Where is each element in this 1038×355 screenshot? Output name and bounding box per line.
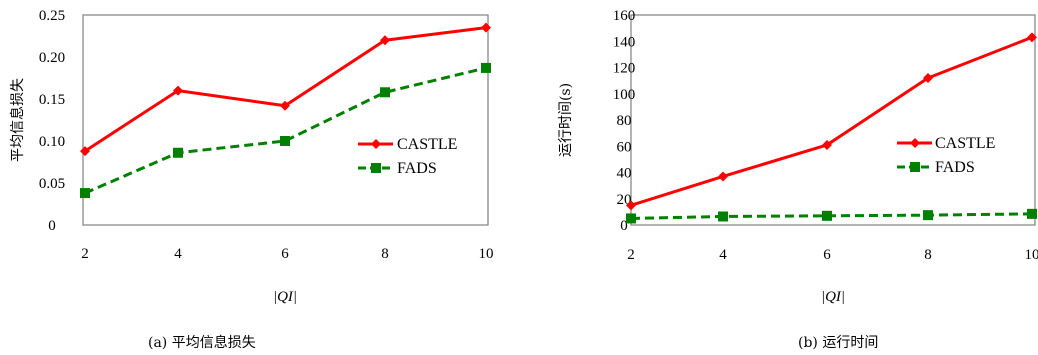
chart-b-y-tick-label: 120 xyxy=(613,61,636,77)
chart-b-x-tick-labels: 2 4 6 8 10 xyxy=(627,247,1038,263)
chart-b-y-tick-label: 160 xyxy=(613,8,636,24)
chart-a-x-tick-label: 2 xyxy=(81,246,89,262)
chart-a-castle-line xyxy=(84,26,487,153)
chart-a: 0 0.05 0.10 0.15 0.20 0.25 2 4 6 8 10 平均信息损失 |QI|… xyxy=(9,8,494,351)
chart-a-fads-point xyxy=(173,147,183,158)
chart-a-castle-point xyxy=(481,22,491,33)
chart-a-x-tick-label: 4 xyxy=(174,246,182,262)
chart-b-castle-point xyxy=(718,171,728,182)
chart-a-x-tick-label: 6 xyxy=(281,246,289,262)
chart-b-x-axis-label: |QI| xyxy=(821,289,845,305)
chart-b-series xyxy=(626,32,1037,224)
chart-b-legend: CASTLE FADS xyxy=(897,135,995,176)
chart-a-y-tick-label: 0.05 xyxy=(39,176,65,192)
chart-a-legend-castle-label: CASTLE xyxy=(397,136,457,153)
chart-b-castle-point xyxy=(923,73,933,83)
chart-b-x-tick-label: 10 xyxy=(1025,247,1038,263)
chart-b-y-tick-label: 140 xyxy=(613,34,636,50)
chart-b-y-tick-label: 60 xyxy=(617,139,632,155)
chart-a-y-tick-labels: 0 0.05 0.10 0.15 0.20 0.25 xyxy=(39,8,65,234)
chart-b-y-tick-label: 80 xyxy=(617,113,632,129)
chart-b-fads-point xyxy=(626,213,636,224)
chart-a-legend-castle-marker xyxy=(371,139,381,149)
chart-a-series xyxy=(80,22,491,199)
chart-a-castle-point xyxy=(280,100,290,111)
chart-a-x-tick-label: 10 xyxy=(479,246,494,262)
chart-b-x-tick-label: 6 xyxy=(823,247,831,263)
chart-a-y-axis-label: 平均信息损失 xyxy=(9,78,26,162)
chart-b-castle-point xyxy=(822,139,832,150)
chart-b-x-tick-label: 2 xyxy=(627,247,635,263)
chart-b-fads-point xyxy=(1027,208,1037,219)
chart-b-castle-point xyxy=(1027,32,1037,43)
chart-b-y-tick-label: 40 xyxy=(617,166,632,182)
chart-a-y-tick-label: 0.15 xyxy=(39,92,65,108)
chart-b-legend-castle-marker xyxy=(910,138,920,148)
chart-b-y-tick-label: 0 xyxy=(620,218,628,234)
chart-a-fads-point xyxy=(380,87,390,98)
chart-b-fads-point xyxy=(718,211,728,222)
chart-a-legend: CASTLE FADS xyxy=(358,136,457,177)
chart-b-castle-point xyxy=(626,200,636,211)
chart-a-legend-fads-label: FADS xyxy=(397,160,437,177)
chart-b-castle-line xyxy=(630,35,1033,207)
chart-a-fads-point xyxy=(280,136,290,146)
chart-b-caption: (b) 运行时间 xyxy=(798,335,878,351)
chart-a-y-tick-label: 0 xyxy=(48,218,56,234)
chart-b-plot-frame xyxy=(630,14,1036,226)
chart-a-fads-point xyxy=(80,188,90,199)
chart-a-fads-point xyxy=(481,62,491,73)
chart-a-y-tick-label: 0.20 xyxy=(39,50,65,66)
chart-b-fads-point xyxy=(822,210,832,221)
chart-b-legend-fads-label: FADS xyxy=(935,159,975,176)
chart-a-x-axis-label: |QI| xyxy=(273,289,297,305)
chart-a-x-tick-labels: 2 4 6 8 10 xyxy=(81,246,493,262)
chart-a-plot-frame xyxy=(82,14,489,226)
chart-a-castle-point xyxy=(80,146,90,157)
chart-b-y-tick-label: 100 xyxy=(613,87,636,103)
chart-b-legend-castle-label: CASTLE xyxy=(935,135,995,152)
chart-a-legend-fads-marker xyxy=(371,163,381,173)
chart-b-x-tick-label: 8 xyxy=(924,247,932,263)
chart-a-caption: (a) 平均信息损失 xyxy=(148,334,256,351)
chart-b-x-tick-label: 4 xyxy=(719,247,727,263)
chart-b-y-axis-label: 运行时间(s) xyxy=(558,83,574,157)
chart-a-castle-point xyxy=(380,35,390,46)
chart-a-y-tick-label: 0.10 xyxy=(39,134,65,150)
chart-b-legend-fads-marker xyxy=(910,162,920,172)
chart-a-fads-line xyxy=(84,66,487,195)
chart-a-y-tick-label: 0.25 xyxy=(39,8,65,24)
chart-a-x-tick-label: 8 xyxy=(381,246,389,262)
chart-b-fads-point xyxy=(923,210,933,221)
chart-a-castle-point xyxy=(173,85,183,96)
